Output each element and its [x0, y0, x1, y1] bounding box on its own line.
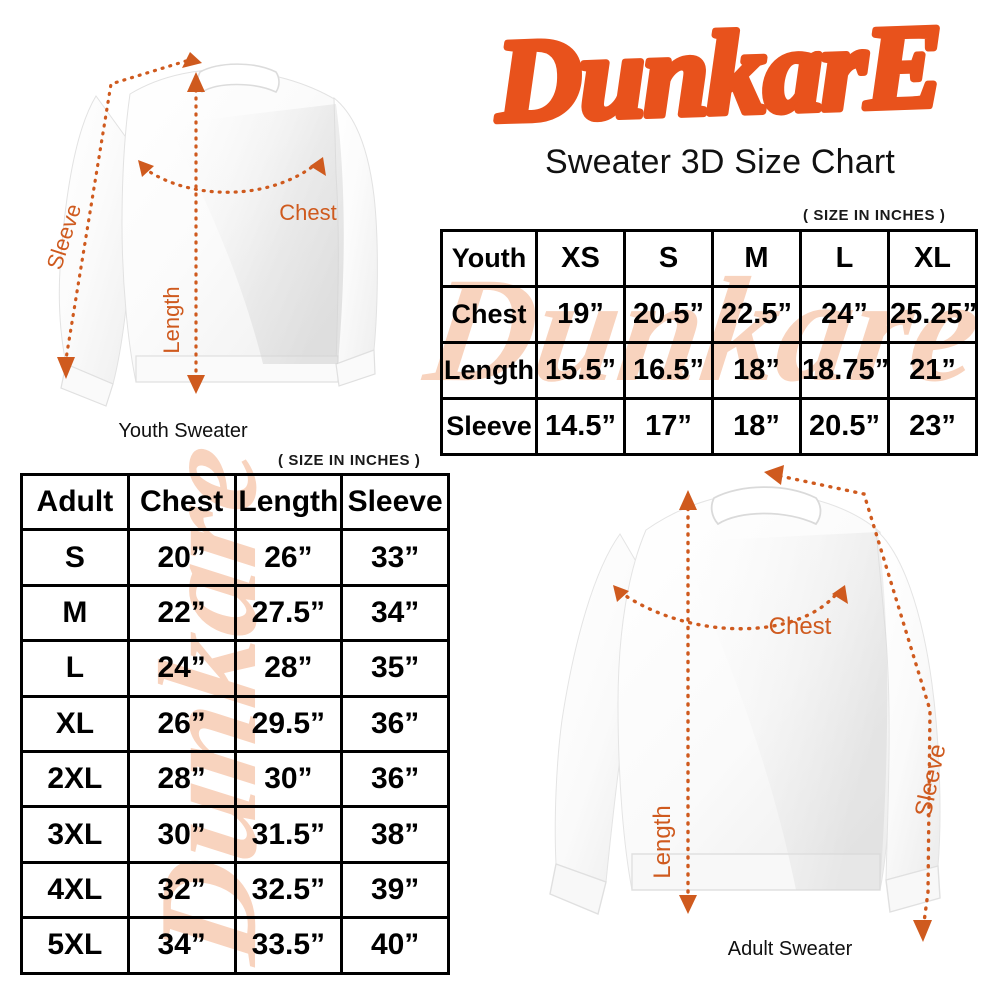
sleeve-arrow-line	[64, 59, 188, 361]
column-header: XL	[887, 229, 978, 288]
row-header: Sleeve	[440, 397, 538, 456]
brand-logo: DunkarE	[455, 18, 985, 143]
youth-arrow-heads	[57, 52, 326, 394]
table-cell: 29.5”	[233, 694, 344, 753]
table-cell: 18”	[711, 397, 802, 456]
row-header: 4XL	[20, 860, 130, 920]
table-cell: 24”	[126, 639, 237, 698]
youth-garment-shape	[58, 63, 378, 407]
table-header-row: Adult Chest Length Sleeve	[20, 472, 450, 532]
table-row: Length 15.5” 16.5” 18” 18.75” 21”	[440, 341, 978, 400]
table-row: L 24” 28” 35”	[20, 639, 450, 698]
table-cell: 19”	[535, 285, 626, 344]
table-cell: 20.5”	[623, 285, 714, 344]
table-cell: 33”	[340, 528, 450, 587]
column-header: M	[711, 229, 802, 288]
table-cell: 22”	[126, 583, 237, 643]
table-cell: 14.5”	[535, 397, 626, 456]
adult-size-table: Adult Chest Length Sleeve S 20” 26” 33” M 22” 27.5…	[20, 472, 450, 975]
table-corner-label: Youth	[440, 229, 538, 288]
table-cell: 16.5”	[623, 341, 714, 400]
adult-measure-annotations	[618, 474, 932, 932]
table-cell: 33.5”	[233, 916, 344, 975]
column-header: Chest	[126, 472, 237, 532]
column-header: L	[799, 229, 890, 288]
youth-sweater-illustration: Chest Sleeve Length	[18, 34, 418, 434]
column-header: Length	[233, 472, 344, 532]
adult-length-label: Length	[649, 805, 676, 878]
row-header: M	[20, 583, 130, 643]
table-cell: 27.5”	[233, 583, 344, 643]
table-cell: 26”	[233, 528, 344, 587]
table-cell: 15.5”	[535, 341, 626, 400]
table-row: S 20” 26” 33”	[20, 528, 450, 587]
table-cell: 36”	[340, 694, 450, 753]
table-row: Sleeve 14.5” 17” 18” 20.5” 23”	[440, 397, 978, 456]
table-cell: 39”	[340, 860, 450, 920]
table-cell: 21”	[887, 341, 978, 400]
youth-length-label: Length	[159, 286, 184, 353]
table-cell: 24”	[799, 285, 890, 344]
row-header: XL	[20, 694, 130, 753]
adult-size-unit-note: ( SIZE IN INCHES )	[278, 452, 421, 469]
column-header: XS	[535, 229, 626, 288]
table-cell: 18”	[711, 341, 802, 400]
youth-measure-annotations	[64, 59, 318, 386]
table-cell: 32.5”	[233, 860, 344, 920]
column-header: Sleeve	[340, 472, 450, 532]
row-header: Chest	[440, 285, 538, 344]
row-header: L	[20, 639, 130, 698]
youth-size-table: Youth XS S M L XL Chest 19” 20.5” 22.5” 24” 25.25” L…	[440, 229, 978, 456]
adult-sweater-illustration: Chest Sleeve Length	[528, 452, 988, 957]
table-cell: 28”	[126, 749, 237, 809]
row-header: 2XL	[20, 749, 130, 809]
table-cell: 38”	[340, 805, 450, 864]
table-row: 4XL 32” 32.5” 39”	[20, 860, 450, 920]
table-cell: 22.5”	[711, 285, 802, 344]
table-row: M 22” 27.5” 34”	[20, 583, 450, 643]
page-subtitle: Sweater 3D Size Chart	[544, 143, 895, 181]
table-cell: 36”	[340, 749, 450, 809]
table-cell: 40”	[340, 916, 450, 975]
table-cell: 34”	[340, 583, 450, 643]
table-cell: 35”	[340, 639, 450, 698]
table-cell: 20”	[126, 528, 237, 587]
adult-sweater-caption: Adult Sweater	[727, 938, 853, 960]
table-cell: 26”	[126, 694, 237, 753]
table-cell: 23”	[887, 397, 978, 456]
row-header: 5XL	[20, 916, 130, 975]
youth-size-unit-note: ( SIZE IN INCHES )	[803, 207, 946, 224]
youth-sweater-caption: Youth Sweater	[118, 420, 248, 442]
table-cell: 17”	[623, 397, 714, 456]
column-header: S	[623, 229, 714, 288]
table-cell: 31.5”	[233, 805, 344, 864]
table-cell: 18.75”	[799, 341, 890, 400]
table-cell: 32”	[126, 860, 237, 920]
table-cell: 34”	[126, 916, 237, 975]
row-header: S	[20, 528, 130, 587]
table-cell: 20.5”	[799, 397, 890, 456]
adult-chest-label: Chest	[769, 613, 832, 640]
table-corner-label: Adult	[20, 472, 130, 532]
youth-chest-label: Chest	[279, 200, 336, 225]
adult-arrow-heads	[613, 465, 932, 942]
table-cell: 30”	[126, 805, 237, 864]
table-cell: 28”	[233, 639, 344, 698]
chest-arrow-line	[142, 162, 318, 194]
table-row: XL 26” 29.5” 36”	[20, 694, 450, 753]
row-header: Length	[440, 341, 538, 400]
table-header-row: Youth XS S M L XL	[440, 229, 978, 288]
table-row: Chest 19” 20.5” 22.5” 24” 25.25”	[440, 285, 978, 344]
table-row: 3XL 30” 31.5” 38”	[20, 805, 450, 864]
brand-logo-text: DunkarE	[493, 18, 943, 143]
table-cell: 30”	[233, 749, 344, 809]
table-cell: 25.25”	[887, 285, 978, 344]
table-row: 2XL 28” 30” 36”	[20, 749, 450, 809]
adult-chest-arrow-line	[618, 590, 840, 631]
row-header: 3XL	[20, 805, 130, 864]
table-row: 5XL 34” 33.5” 40”	[20, 916, 450, 975]
